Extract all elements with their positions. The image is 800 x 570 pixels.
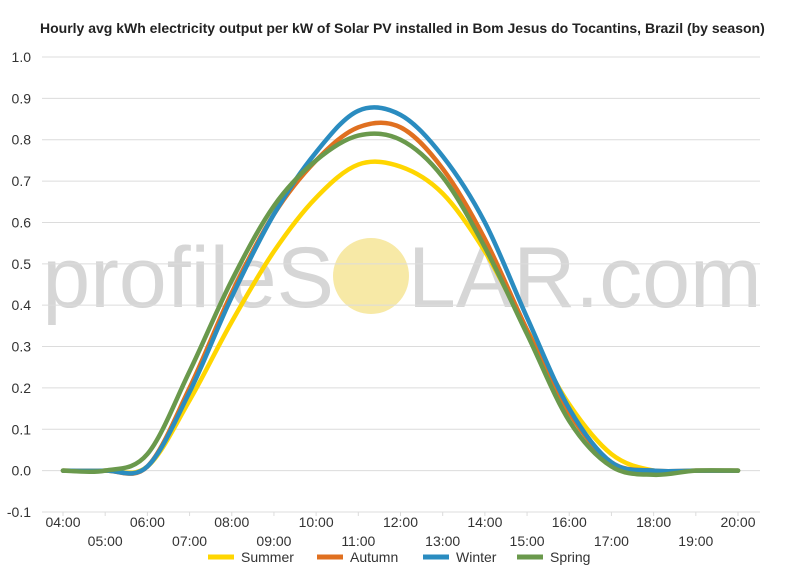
legend: Summer Autumn Winter Spring	[208, 549, 590, 565]
watermark-text-left: profileS	[42, 230, 334, 326]
series-line-spring	[60, 131, 741, 478]
y-tick-label: 0.3	[12, 339, 32, 355]
series-lines	[60, 105, 741, 478]
y-tick-label: -0.1	[7, 504, 31, 520]
y-tick-label: 0.5	[12, 256, 32, 272]
y-tick-label: 0.6	[12, 214, 32, 230]
y-tick-label: 0.8	[12, 132, 32, 148]
x-tick-label: 13:00	[425, 533, 460, 549]
x-tick-label: 15:00	[510, 533, 545, 549]
y-axis: -0.1 0.0 0.1 0.2 0.3 0.4 0.5 0.6 0.7 0.8 0.9 1.0	[7, 49, 31, 520]
x-tick-label: 09:00	[256, 533, 291, 549]
watermark-text-right: LAR.com	[408, 230, 762, 326]
watermark-sun-icon	[333, 238, 409, 314]
y-tick-label: 0.7	[12, 173, 32, 189]
chart-title: Hourly avg kWh electricity output per kW…	[40, 20, 765, 36]
x-tick-label: 17:00	[594, 533, 629, 549]
legend-label-spring: Spring	[550, 549, 590, 565]
x-tick-label: 05:00	[88, 533, 123, 549]
series-line-winter	[60, 105, 741, 476]
y-tick-label: 0.2	[12, 380, 32, 396]
x-tick-label: 10:00	[299, 514, 334, 530]
y-tick-label: 0.9	[12, 90, 32, 106]
x-tick-label: 06:00	[130, 514, 165, 530]
series-line-summer	[60, 159, 741, 476]
y-tick-label: 0.0	[12, 463, 32, 479]
x-tick-label: 14:00	[467, 514, 502, 530]
y-tick-label: 0.4	[12, 297, 32, 313]
legend-label-summer: Summer	[241, 549, 294, 565]
x-tick-label: 12:00	[383, 514, 418, 530]
profilesolar-watermark: profileS LAR.com	[42, 230, 761, 326]
y-tick-label: 0.1	[12, 421, 32, 437]
legend-label-autumn: Autumn	[350, 549, 398, 565]
x-tick-label: 07:00	[172, 533, 207, 549]
x-tick-label: 19:00	[678, 533, 713, 549]
x-tick-label: 11:00	[341, 533, 375, 549]
x-tick-label: 18:00	[636, 514, 671, 530]
x-tick-label: 08:00	[214, 514, 249, 530]
x-axis: 04:00 05:00 06:00 07:00 08:00 09:00 10:00 11:00…	[45, 514, 755, 549]
x-tick-label: 04:00	[45, 514, 80, 530]
x-tick-label: 16:00	[552, 514, 587, 530]
legend-label-winter: Winter	[456, 549, 497, 565]
y-tick-label: 1.0	[12, 49, 32, 65]
x-tick-label: 20:00	[720, 514, 755, 530]
